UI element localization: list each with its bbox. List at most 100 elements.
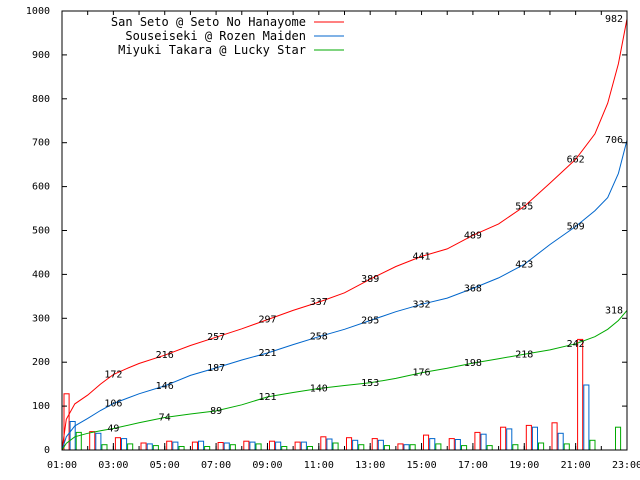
legend-label: Miyuki Takara @ Lucky Star xyxy=(118,43,306,57)
data-label: 441 xyxy=(412,251,430,262)
hourly-bar xyxy=(332,442,339,451)
hourly-bar xyxy=(429,438,436,451)
data-label: 218 xyxy=(515,349,533,360)
data-label: 198 xyxy=(464,358,482,369)
hourly-bar xyxy=(243,440,250,451)
hourly-bar xyxy=(114,437,122,451)
data-label: 187 xyxy=(207,363,225,374)
hourly-bar xyxy=(320,436,327,451)
hourly-bar xyxy=(306,446,313,451)
series-line xyxy=(61,139,628,451)
y-tick-label: 900 xyxy=(32,50,50,61)
hourly-bar xyxy=(95,432,102,451)
hourly-bar xyxy=(281,446,288,451)
data-label: 555 xyxy=(515,201,533,212)
hourly-bar xyxy=(89,431,96,451)
x-tick-label: 01:00 xyxy=(47,460,77,471)
hourly-bar xyxy=(269,440,276,451)
hourly-bar xyxy=(403,444,410,451)
hourly-bar xyxy=(583,384,590,451)
y-tick-label: 200 xyxy=(32,357,50,368)
data-label: 489 xyxy=(464,230,482,241)
hourly-bar xyxy=(435,443,442,451)
y-tick-label: 500 xyxy=(32,226,50,237)
hourly-bar xyxy=(300,441,307,451)
hourly-bar xyxy=(377,439,384,451)
hourly-bars xyxy=(63,338,622,451)
hourly-bar xyxy=(480,433,487,451)
hourly-bar xyxy=(326,438,333,451)
hourly-bar xyxy=(146,443,153,451)
hourly-bar xyxy=(191,441,198,451)
hourly-bar xyxy=(172,441,179,451)
data-label: 242 xyxy=(567,339,585,350)
x-tick-label: 17:00 xyxy=(458,460,488,471)
hourly-bar xyxy=(486,445,493,451)
data-label: 509 xyxy=(567,222,585,233)
hourly-bar xyxy=(358,444,365,451)
x-tick-label: 19:00 xyxy=(509,460,539,471)
x-tick-label: 09:00 xyxy=(252,460,282,471)
hourly-bar xyxy=(397,443,404,451)
hourly-bar xyxy=(204,446,211,451)
data-label: 662 xyxy=(567,154,585,165)
hourly-bar xyxy=(127,443,134,451)
data-label: 389 xyxy=(361,274,379,285)
series-lines xyxy=(61,18,628,451)
x-tick-label: 23:00 xyxy=(612,460,640,471)
hourly-bar xyxy=(409,444,416,451)
data-label: 89 xyxy=(210,406,222,417)
data-label: 153 xyxy=(361,378,379,389)
data-label: 297 xyxy=(258,315,276,326)
x-tick-label: 13:00 xyxy=(355,460,385,471)
hourly-bar xyxy=(198,440,205,451)
hourly-bar xyxy=(383,445,390,451)
x-tick-label: 15:00 xyxy=(406,460,436,471)
y-tick-label: 100 xyxy=(32,401,50,412)
data-labels: 172 216 257 297 337 389 441 489 555 662 982 106 146 1… xyxy=(104,14,623,435)
y-tick-label: 800 xyxy=(32,94,50,105)
hourly-bar xyxy=(249,441,256,451)
legend-label: San Seto @ Seto No Hanayome xyxy=(111,15,306,29)
hourly-bar xyxy=(500,426,507,451)
data-label: 257 xyxy=(207,332,225,343)
hourly-bar xyxy=(577,338,584,451)
y-tick-label: 400 xyxy=(32,269,50,280)
hourly-bar xyxy=(423,434,430,451)
data-label: 221 xyxy=(258,348,276,359)
data-label: 121 xyxy=(258,392,276,403)
hourly-bar xyxy=(140,442,147,451)
hourly-bar xyxy=(166,440,173,451)
hourly-bar xyxy=(229,444,236,451)
hourly-bar xyxy=(512,444,519,451)
x-tick-label: 07:00 xyxy=(201,460,231,471)
hourly-bar xyxy=(557,432,564,451)
hourly-bar xyxy=(223,442,230,451)
data-label: 332 xyxy=(412,299,430,310)
x-tick-label: 05:00 xyxy=(150,460,180,471)
data-label: 74 xyxy=(159,413,171,424)
hourly-bar xyxy=(531,426,539,451)
hourly-bar xyxy=(371,438,378,451)
hourly-bar xyxy=(217,442,224,451)
data-label: 258 xyxy=(310,332,328,343)
data-label: 982 xyxy=(605,14,623,25)
axes: 0 100 200 300 400 500 600 700 800 900 1000 01:00 03:… xyxy=(26,6,640,471)
data-label: 295 xyxy=(361,316,379,327)
data-label: 49 xyxy=(107,424,119,435)
hourly-bar xyxy=(506,428,513,451)
hourly-bar xyxy=(474,431,481,451)
data-label: 106 xyxy=(104,399,122,410)
series-line xyxy=(61,310,628,451)
hourly-bar xyxy=(525,424,532,451)
y-tick-label: 700 xyxy=(32,138,50,149)
hourly-bar xyxy=(461,445,468,451)
hourly-bar xyxy=(121,438,128,451)
x-tick-label: 03:00 xyxy=(98,460,128,471)
hourly-bar xyxy=(255,443,262,451)
hourly-bar xyxy=(448,438,455,451)
hourly-bar xyxy=(454,439,461,451)
data-label: 423 xyxy=(515,259,533,270)
data-label: 172 xyxy=(104,370,122,381)
